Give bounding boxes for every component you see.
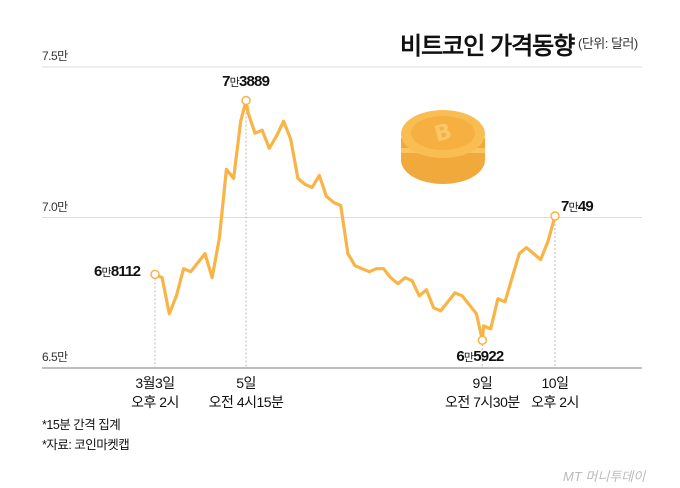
annotation-label: 7만49 <box>561 198 594 216</box>
brand-logo: MT 머니투데이 <box>563 469 646 484</box>
price-line <box>154 98 557 342</box>
note-interval: *15분 간격 집계 <box>42 418 121 432</box>
x-label-line1: 9일 <box>472 375 493 391</box>
annotation-label: 7만3889 <box>222 73 270 91</box>
annotation-point <box>241 95 251 106</box>
annotation-small: 만 <box>101 267 112 280</box>
annotation-big: 7 <box>222 73 230 91</box>
annotation-label: 6만5922 <box>456 348 504 366</box>
annotation-rest: 5922 <box>473 348 504 366</box>
annotation-point <box>477 335 488 345</box>
note-source: *자료: 코인마켓캡 <box>42 438 130 452</box>
annotation-big: 6 <box>94 263 102 281</box>
x-label-line1: 3월3일 <box>135 375 175 391</box>
y-tick-label: 7.5만 <box>42 49 68 63</box>
annotation-point <box>150 269 160 280</box>
annotation-small: 만 <box>568 202 579 215</box>
annotation-big: 6 <box>456 348 464 366</box>
y-tick-label: 7.0만 <box>42 199 68 214</box>
chart-title: 비트코인 가격동향 <box>400 33 575 60</box>
annotation-small: 만 <box>463 352 474 365</box>
annotation-rest: 3889 <box>238 73 270 91</box>
annotation-rest: 49 <box>577 198 594 216</box>
x-label-line1: 5일 <box>236 375 256 391</box>
y-tick-label: 6.5만 <box>42 350 68 364</box>
x-label-line1: 10일 <box>541 375 569 391</box>
annotation-small: 만 <box>229 77 240 90</box>
x-label-line2: 오전 7시30분 <box>444 394 520 410</box>
x-label-line2: 오후 2시 <box>131 394 179 410</box>
unit-label: (단위: 달러) <box>578 36 638 51</box>
bitcoin-coin-icon: B <box>401 110 485 184</box>
svg-text:B: B <box>432 119 455 147</box>
annotation-point <box>550 211 560 221</box>
annotation-rest: 8112 <box>110 263 141 281</box>
x-label-line2: 오전 4시15분 <box>208 394 284 410</box>
x-label-line2: 오후 2시 <box>531 394 579 410</box>
annotation-label: 6만8112 <box>94 263 141 281</box>
annotation-big: 7 <box>561 198 569 216</box>
